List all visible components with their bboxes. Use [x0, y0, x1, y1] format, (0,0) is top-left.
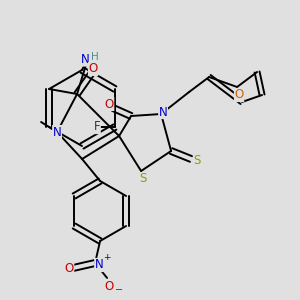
Text: O: O	[88, 62, 98, 76]
Text: O: O	[235, 88, 244, 101]
Text: N: N	[81, 53, 90, 66]
Text: N: N	[95, 259, 103, 272]
Text: F: F	[94, 121, 100, 134]
Text: S: S	[194, 154, 201, 167]
Text: N: N	[53, 125, 62, 139]
Text: S: S	[140, 172, 147, 185]
Text: O: O	[104, 280, 114, 292]
Text: N: N	[159, 106, 167, 118]
Text: O: O	[104, 98, 114, 110]
Text: +: +	[103, 253, 111, 262]
Text: H: H	[91, 52, 98, 62]
Text: O: O	[64, 262, 74, 275]
Text: −: −	[115, 285, 123, 295]
